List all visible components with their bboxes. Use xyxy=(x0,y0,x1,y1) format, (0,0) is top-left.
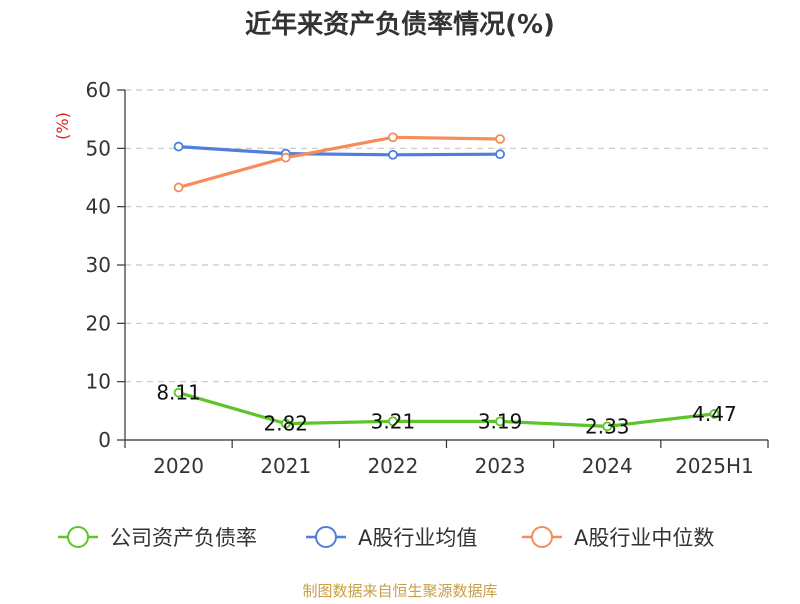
legend-swatch-marker xyxy=(67,526,89,548)
x-tick-label: 2022 xyxy=(367,454,418,478)
data-point xyxy=(388,416,398,427)
data-point xyxy=(602,421,613,432)
legend-label: A股行业中位数 xyxy=(574,526,714,550)
source-note: 制图数据来自恒生聚源数据库 xyxy=(302,582,497,600)
data-point xyxy=(495,149,505,160)
x-tick-label: 2021 xyxy=(260,454,311,478)
legend-label: 公司资产负债率 xyxy=(110,526,257,550)
legend-label: A股行业均值 xyxy=(358,526,477,550)
y-tick-label: 20 xyxy=(86,311,111,335)
series-line-2 xyxy=(177,135,502,189)
y-axis-label: (%) xyxy=(53,112,72,140)
chart-title: 近年来资产负债率情况(%) xyxy=(245,9,555,40)
data-point xyxy=(173,182,184,193)
data-label: 2.33 xyxy=(585,414,630,438)
y-tick-label: 30 xyxy=(86,253,111,277)
x-tick-label: 2025H1 xyxy=(675,454,754,478)
data-label-layer: 8.11 2.82 3.21 3.19 2.33 4.47 xyxy=(156,381,736,439)
x-tick-label: 2024 xyxy=(582,454,633,478)
data-point xyxy=(495,416,505,427)
y-tick-label: 40 xyxy=(86,195,111,219)
data-point xyxy=(173,387,184,398)
data-point xyxy=(709,409,720,419)
data-point xyxy=(388,132,398,143)
data-label: 3.21 xyxy=(371,409,416,433)
legend: 公司资产负债率 A股行业均值 A股行业中位数 xyxy=(58,526,714,550)
grid-layer xyxy=(125,89,768,383)
data-label: 2.82 xyxy=(263,412,308,436)
data-point xyxy=(280,152,291,163)
data-point xyxy=(173,141,184,152)
y-tick-label: 60 xyxy=(86,78,111,102)
legend-swatch-marker xyxy=(531,526,553,548)
series-line-1 xyxy=(177,145,502,157)
y-tick-label: 10 xyxy=(86,370,111,394)
series-layer xyxy=(173,132,720,432)
series-line-0 xyxy=(177,391,716,428)
axis-layer: 0 10 20 30 40 50 60 2020 2021 2022 2023 2024 2025H1 xyxy=(86,78,769,478)
data-point xyxy=(388,149,398,160)
x-tick-label: 2023 xyxy=(475,454,526,478)
y-tick-label: 0 xyxy=(98,428,111,452)
y-tick-label: 50 xyxy=(86,136,111,160)
data-label: 4.47 xyxy=(692,402,737,426)
data-label: 8.11 xyxy=(156,381,201,405)
data-point xyxy=(280,418,291,429)
data-label: 3.19 xyxy=(478,409,523,433)
x-tick-label: 2020 xyxy=(153,454,204,478)
legend-swatch-marker xyxy=(315,526,337,548)
data-point xyxy=(495,134,505,144)
